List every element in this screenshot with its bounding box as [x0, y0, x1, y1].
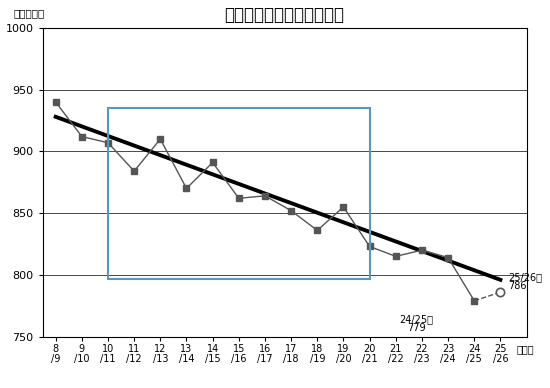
- Text: /22: /22: [388, 353, 404, 364]
- Text: /14: /14: [179, 353, 194, 364]
- Text: /23: /23: [414, 353, 430, 364]
- Text: 13: 13: [180, 344, 192, 354]
- Title: 主食用米の需要実績の推移: 主食用米の需要実績の推移: [224, 5, 345, 24]
- Text: 12: 12: [154, 344, 167, 354]
- Text: /17: /17: [257, 353, 273, 364]
- Text: 25: 25: [494, 344, 507, 354]
- Text: 18: 18: [311, 344, 323, 354]
- Text: 20: 20: [364, 344, 376, 354]
- Text: 779: 779: [408, 323, 426, 333]
- Text: 17: 17: [285, 344, 298, 354]
- Text: /19: /19: [310, 353, 325, 364]
- Text: /15: /15: [205, 353, 221, 364]
- Text: 22: 22: [416, 344, 428, 354]
- Text: /10: /10: [74, 353, 90, 364]
- Text: 16: 16: [259, 344, 271, 354]
- Text: 23: 23: [442, 344, 454, 354]
- Text: 11: 11: [128, 344, 140, 354]
- Text: 14: 14: [206, 344, 219, 354]
- Text: /13: /13: [152, 353, 168, 364]
- Text: /26: /26: [493, 353, 508, 364]
- Text: 19: 19: [337, 344, 350, 354]
- Text: 9: 9: [79, 344, 85, 354]
- Text: 25/26年: 25/26年: [508, 272, 542, 282]
- Text: 15: 15: [233, 344, 245, 354]
- Text: /20: /20: [336, 353, 351, 364]
- Text: /11: /11: [100, 353, 116, 364]
- Text: /21: /21: [362, 353, 377, 364]
- Text: /25: /25: [466, 353, 482, 364]
- Text: 24: 24: [468, 344, 481, 354]
- Text: 10: 10: [102, 344, 114, 354]
- Bar: [108, 108, 370, 279]
- Text: （万トン）: （万トン）: [14, 9, 45, 19]
- Text: /18: /18: [283, 353, 299, 364]
- Text: 8: 8: [53, 344, 59, 354]
- Text: /24: /24: [441, 353, 456, 364]
- Text: /12: /12: [126, 353, 142, 364]
- Text: （年）: （年）: [516, 344, 534, 354]
- Text: /9: /9: [51, 353, 60, 364]
- Text: 21: 21: [389, 344, 402, 354]
- Text: 24/25年: 24/25年: [400, 314, 434, 324]
- Text: /16: /16: [231, 353, 246, 364]
- Text: 786: 786: [508, 281, 527, 291]
